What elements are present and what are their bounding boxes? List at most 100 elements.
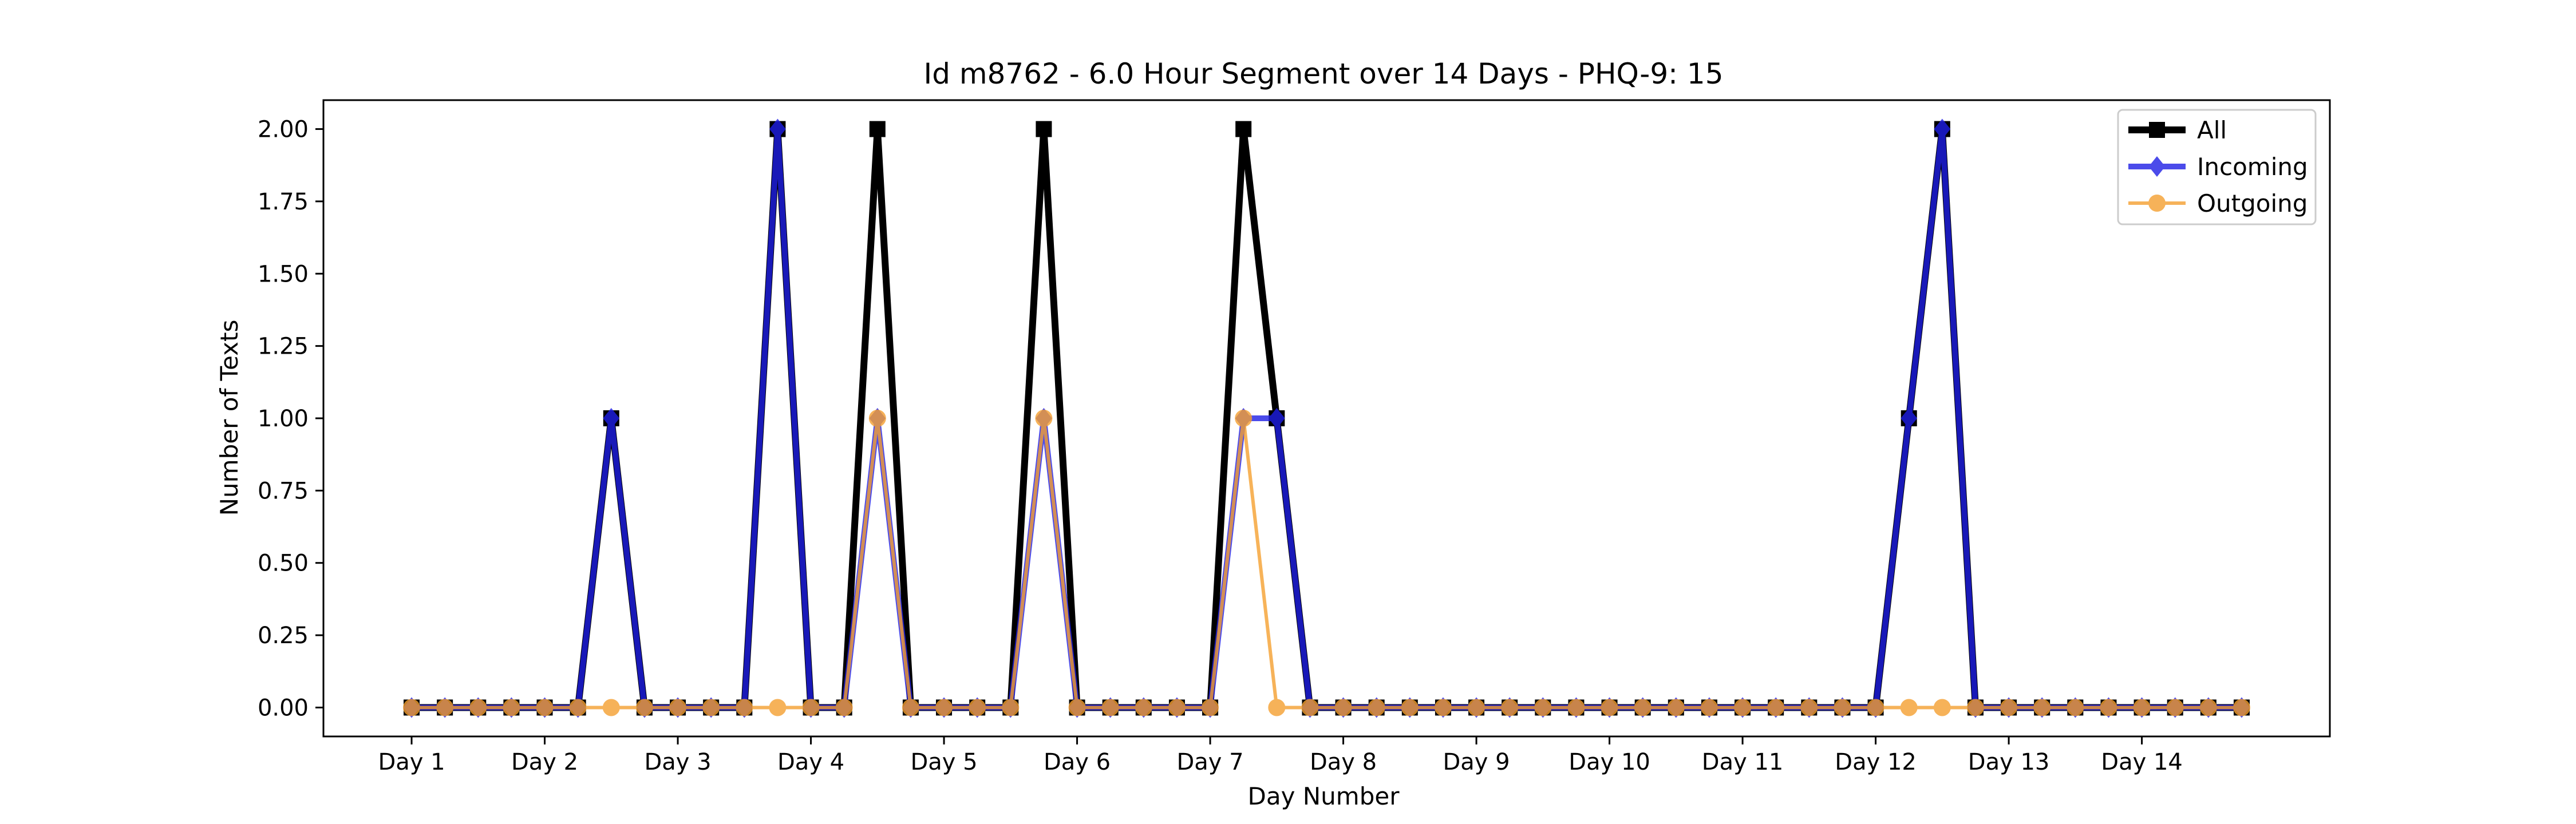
series-point xyxy=(1101,699,1119,716)
series-point xyxy=(536,699,554,716)
legend-box xyxy=(2117,109,2317,225)
legend-item-outgoing xyxy=(2128,195,2186,212)
y-tick-label: 1.00 xyxy=(258,406,309,432)
y-tick-label: 0.75 xyxy=(258,478,309,504)
series-point xyxy=(1268,699,1286,716)
series-point xyxy=(769,118,786,140)
y-tick-label: 0.00 xyxy=(258,695,309,721)
series-point xyxy=(1867,699,1884,716)
series-point xyxy=(436,699,454,716)
y-tick-label: 0.25 xyxy=(258,623,309,649)
legend-marker xyxy=(2149,122,2165,138)
series-point xyxy=(1235,410,1253,427)
legend-marker xyxy=(2148,195,2166,212)
series-point xyxy=(1434,699,1452,716)
y-tick-label: 1.25 xyxy=(258,334,309,360)
x-tick-label: Day 2 xyxy=(511,749,578,775)
x-tick-label: Day 9 xyxy=(1443,749,1510,775)
series-point xyxy=(869,121,886,137)
y-tick-label: 2.00 xyxy=(258,117,309,143)
series-point xyxy=(2000,699,2018,716)
series-point xyxy=(469,699,487,716)
series-point xyxy=(2199,699,2217,716)
series-point xyxy=(1834,699,1851,716)
series-point xyxy=(1734,699,1752,716)
x-tick-label: Day 8 xyxy=(1310,749,1377,775)
series-point xyxy=(1901,408,1918,429)
series-point xyxy=(702,699,720,716)
series-point xyxy=(1534,699,1552,716)
series-point xyxy=(1301,699,1319,716)
series-point xyxy=(2067,699,2084,716)
series-layer xyxy=(403,118,2250,718)
x-tick-label: Day 3 xyxy=(644,749,711,775)
y-axis-label: Number of Texts xyxy=(215,320,243,516)
x-tick-label: Day 1 xyxy=(378,749,445,775)
y-tick-label: 1.75 xyxy=(258,189,309,215)
legend-marker xyxy=(2148,156,2166,177)
series-point xyxy=(2233,699,2250,716)
legend-item-incoming xyxy=(2128,156,2186,177)
x-tick-label: Day 12 xyxy=(1835,749,1917,775)
series-point xyxy=(403,699,421,716)
series-point xyxy=(1068,699,1086,716)
series-point xyxy=(1900,699,1918,716)
series-point xyxy=(1634,699,1652,716)
series-point xyxy=(1700,699,1718,716)
series-point xyxy=(602,699,620,716)
series-point xyxy=(902,699,919,716)
x-axis-label: Day Number xyxy=(1247,782,1400,810)
series-point xyxy=(1468,699,1485,716)
series-point xyxy=(736,699,753,716)
series-outgoing xyxy=(403,410,2250,716)
legend: All Incoming Outgoing xyxy=(2117,109,2317,225)
series-point xyxy=(1135,699,1152,716)
series-point xyxy=(1667,699,1685,716)
series-point xyxy=(802,699,820,716)
series-point xyxy=(2166,699,2184,716)
series-point xyxy=(635,699,653,716)
series-point xyxy=(1002,699,1020,716)
x-tick-label: Day 10 xyxy=(1568,749,1650,775)
legend-item-all xyxy=(2128,122,2186,138)
series-point xyxy=(868,410,886,427)
series-point xyxy=(1501,699,1519,716)
y-axis: 0.00 0.25 0.50 0.75 1.00 1.25 1.50 1.75 2.00 xyxy=(258,117,323,721)
legend-label: Outgoing xyxy=(2197,189,2308,217)
x-tick-label: Day 5 xyxy=(910,749,977,775)
series-point xyxy=(1800,699,1818,716)
series-point xyxy=(935,699,953,716)
y-tick-label: 0.50 xyxy=(258,550,309,577)
series-point xyxy=(1035,410,1053,427)
x-axis: Day 1 Day 2 Day 3 Day 4 Day 5 Day 6 Day 7 Day 8… xyxy=(378,736,2183,775)
x-tick-label: Day 13 xyxy=(1968,749,2050,775)
series-point xyxy=(603,408,620,429)
series-point xyxy=(2100,699,2117,716)
series-point xyxy=(1202,699,1219,716)
legend-label: All xyxy=(2197,116,2227,144)
series-point xyxy=(1934,118,1951,140)
series-point xyxy=(969,699,986,716)
chart-title: Id m8762 - 6.0 Hour Segment over 14 Days… xyxy=(923,57,1723,90)
x-tick-label: Day 7 xyxy=(1176,749,1243,775)
series-point xyxy=(1268,408,1285,429)
series-point xyxy=(2033,699,2051,716)
series-point xyxy=(1368,699,1385,716)
series-point xyxy=(503,699,520,716)
series-point xyxy=(1168,699,1186,716)
series-point xyxy=(669,699,687,716)
series-point xyxy=(2133,699,2151,716)
series-point xyxy=(1567,699,1585,716)
series-point xyxy=(1235,121,1252,137)
x-tick-label: Day 6 xyxy=(1044,749,1111,775)
series-point xyxy=(1401,699,1419,716)
legend-label: Incoming xyxy=(2197,153,2308,181)
series-point xyxy=(835,699,853,716)
series-point xyxy=(1036,121,1052,137)
series-point xyxy=(569,699,587,716)
y-tick-label: 1.50 xyxy=(258,261,309,287)
x-tick-label: Day 14 xyxy=(2101,749,2183,775)
series-point xyxy=(769,699,787,716)
x-tick-label: Day 4 xyxy=(777,749,844,775)
series-point xyxy=(1601,699,1618,716)
